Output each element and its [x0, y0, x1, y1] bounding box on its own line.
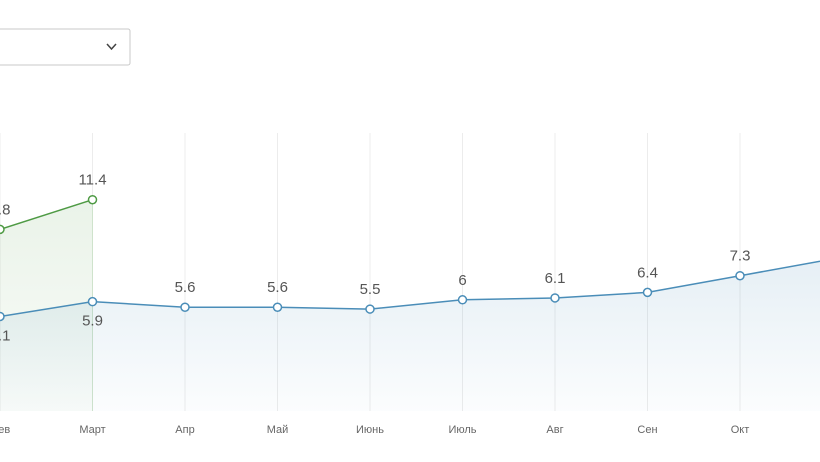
data-point	[87, 194, 98, 205]
data-point	[365, 304, 375, 314]
data-point	[87, 296, 98, 307]
x-tick-label: Май	[267, 424, 289, 436]
series-line	[0, 260, 820, 318]
data-point	[0, 224, 5, 235]
data-label: 5.9	[82, 313, 103, 330]
dropdown-chevron	[106, 43, 117, 51]
data-point	[457, 295, 468, 305]
x-tick-label: Сен	[637, 424, 657, 436]
data-label: 9.8	[0, 201, 10, 218]
x-tick-label: Март	[79, 424, 105, 436]
data-point	[0, 311, 5, 322]
data-point	[550, 293, 560, 303]
x-tick-label: Авг	[546, 424, 563, 436]
series-area	[0, 261, 820, 411]
x-tick-label: Апр	[175, 424, 194, 436]
data-label: 5.1	[0, 327, 10, 344]
data-label: 6.1	[545, 270, 566, 287]
data-label: 11.4	[78, 172, 106, 189]
series-line	[0, 199, 93, 231]
x-tick-label: Окт	[731, 424, 750, 436]
data-label: 5.5	[360, 281, 381, 298]
data-point	[272, 302, 283, 312]
x-tick-label: Фев	[0, 424, 10, 436]
data-point	[642, 287, 653, 298]
data-point	[735, 270, 745, 281]
dropdown[interactable]	[0, 28, 131, 66]
data-label: 6.4	[637, 264, 658, 281]
data-point	[180, 302, 190, 312]
data-label: 5.6	[267, 279, 288, 296]
x-tick-label: Июль	[448, 424, 476, 436]
x-tick-label: Июнь	[356, 424, 384, 436]
data-label: 7.3	[730, 248, 751, 265]
dropdown-box[interactable]	[0, 28, 131, 66]
data-label: 6	[458, 272, 466, 289]
data-label: 5.6	[175, 279, 196, 296]
